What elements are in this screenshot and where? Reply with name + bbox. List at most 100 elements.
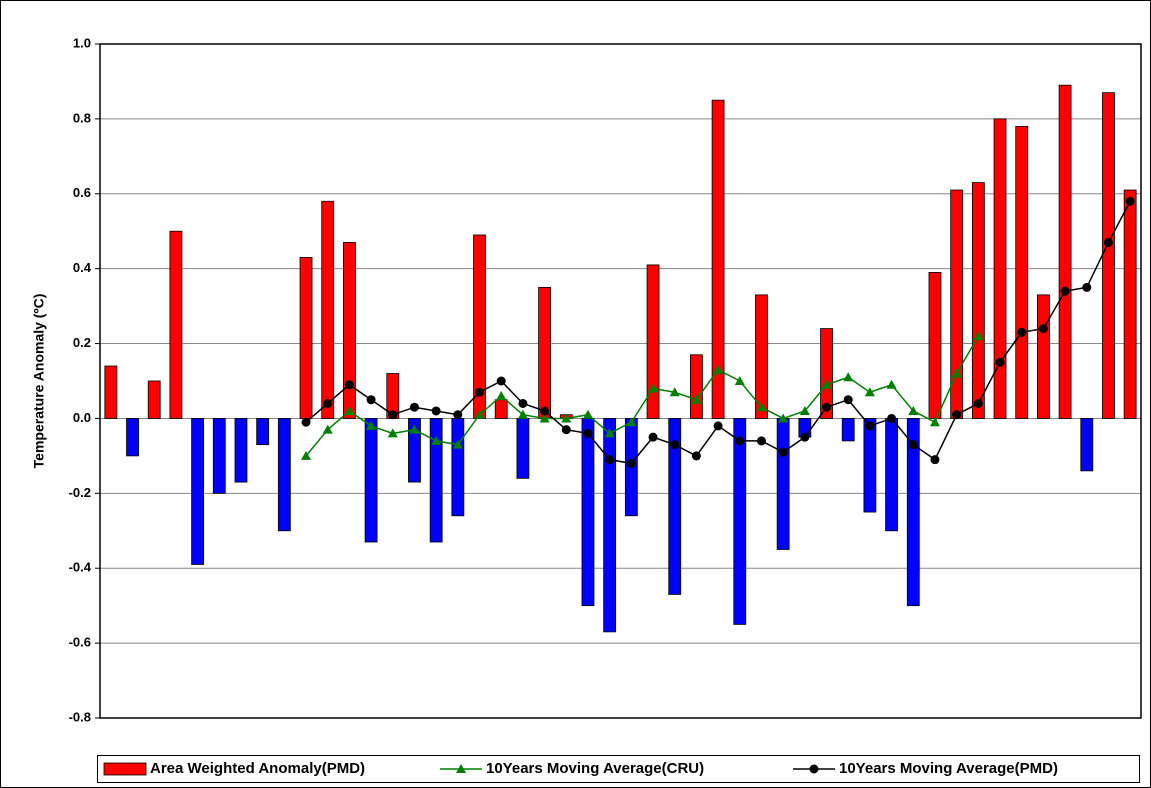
line-marker bbox=[517, 409, 528, 419]
line-marker bbox=[344, 380, 354, 390]
line-marker bbox=[799, 405, 810, 415]
line-marker bbox=[973, 331, 984, 341]
line-marker bbox=[301, 450, 312, 460]
bar bbox=[1037, 294, 1050, 419]
line-marker bbox=[843, 372, 854, 382]
y-tick-label: -0.2 bbox=[69, 485, 91, 500]
bar bbox=[364, 418, 378, 543]
bar bbox=[1102, 92, 1115, 419]
line-marker bbox=[605, 455, 615, 465]
bar bbox=[321, 200, 335, 419]
line-marker bbox=[452, 439, 463, 449]
bar bbox=[212, 418, 226, 494]
bar bbox=[408, 418, 421, 483]
legend-label: Area Weighted Anomaly(PMD) bbox=[150, 760, 365, 777]
bar bbox=[191, 418, 204, 565]
bar bbox=[928, 272, 942, 419]
y-tick-label: 0.0 bbox=[73, 410, 91, 425]
line-marker bbox=[735, 436, 745, 446]
line-marker bbox=[388, 410, 398, 420]
legend-label: 10Years Moving Average(PMD) bbox=[839, 760, 1058, 777]
bar bbox=[841, 418, 855, 442]
line-marker bbox=[322, 424, 333, 434]
y-axis-title: Temperature Anomaly (ºC) bbox=[31, 294, 47, 469]
line-marker bbox=[604, 428, 615, 438]
bar bbox=[603, 418, 617, 633]
bar bbox=[234, 418, 248, 483]
line-marker bbox=[301, 417, 311, 427]
line-marker bbox=[908, 405, 919, 415]
line-marker bbox=[713, 364, 724, 374]
line-marker bbox=[1038, 324, 1048, 334]
line-marker bbox=[756, 436, 766, 446]
line-marker bbox=[951, 368, 962, 378]
line-marker bbox=[323, 398, 333, 408]
bar bbox=[343, 242, 356, 419]
line-marker bbox=[561, 425, 571, 435]
bar bbox=[1058, 84, 1072, 419]
line-marker bbox=[582, 409, 593, 419]
line-marker bbox=[1060, 286, 1070, 296]
line-marker bbox=[778, 447, 788, 457]
line-marker bbox=[908, 440, 918, 450]
line-marker bbox=[366, 395, 376, 405]
legend-marker bbox=[456, 764, 466, 773]
line-marker bbox=[648, 432, 658, 442]
line-marker bbox=[344, 405, 355, 415]
bar bbox=[169, 230, 183, 419]
line-marker bbox=[734, 376, 745, 385]
line-marker bbox=[474, 409, 485, 419]
line-marker bbox=[387, 428, 398, 438]
y-tick-label: 0.2 bbox=[73, 335, 91, 350]
line-marker bbox=[952, 410, 962, 420]
bar bbox=[581, 418, 595, 607]
legend-label: 10Years Moving Average(CRU) bbox=[486, 760, 704, 777]
line-marker bbox=[561, 413, 572, 423]
y-tick-label: 0.6 bbox=[73, 185, 91, 200]
line-marker bbox=[995, 357, 1005, 367]
y-tick-label: 1.0 bbox=[73, 35, 91, 50]
line-marker bbox=[821, 379, 832, 389]
line-marker bbox=[648, 383, 659, 393]
line-marker bbox=[431, 435, 442, 445]
y-tick-label: -0.6 bbox=[69, 635, 91, 650]
bar bbox=[277, 418, 291, 532]
line-marker bbox=[778, 413, 789, 423]
legend-swatch bbox=[103, 762, 147, 776]
line-marker bbox=[670, 440, 680, 450]
bar bbox=[820, 328, 833, 419]
line-marker bbox=[453, 410, 463, 420]
line-marker bbox=[496, 390, 507, 400]
bar bbox=[451, 418, 465, 517]
bar bbox=[711, 99, 725, 419]
line-marker bbox=[691, 394, 702, 404]
line-marker bbox=[540, 406, 550, 416]
line-marker bbox=[822, 402, 832, 412]
line-marker bbox=[669, 387, 680, 397]
bar bbox=[299, 257, 313, 419]
line-marker bbox=[518, 398, 528, 408]
line-marker bbox=[626, 417, 637, 427]
line-marker bbox=[843, 395, 853, 405]
line-marker bbox=[1082, 282, 1092, 292]
bar bbox=[863, 418, 877, 513]
bar bbox=[690, 354, 703, 419]
bar bbox=[776, 418, 790, 550]
bar bbox=[971, 182, 985, 419]
y-tick-label: -0.8 bbox=[69, 709, 91, 724]
line-marker bbox=[864, 387, 875, 397]
bar bbox=[256, 418, 270, 446]
bar bbox=[147, 380, 161, 419]
legend-box bbox=[97, 755, 1140, 783]
line-marker bbox=[930, 455, 940, 465]
bar bbox=[494, 399, 508, 419]
bar bbox=[104, 365, 118, 419]
line-marker bbox=[800, 432, 810, 442]
bar bbox=[126, 418, 139, 457]
bar bbox=[993, 118, 1007, 419]
line-marker bbox=[929, 417, 940, 427]
y-tick-label: 0.8 bbox=[73, 110, 91, 125]
y-tick-label: 0.4 bbox=[73, 260, 92, 275]
bar bbox=[1080, 418, 1094, 472]
